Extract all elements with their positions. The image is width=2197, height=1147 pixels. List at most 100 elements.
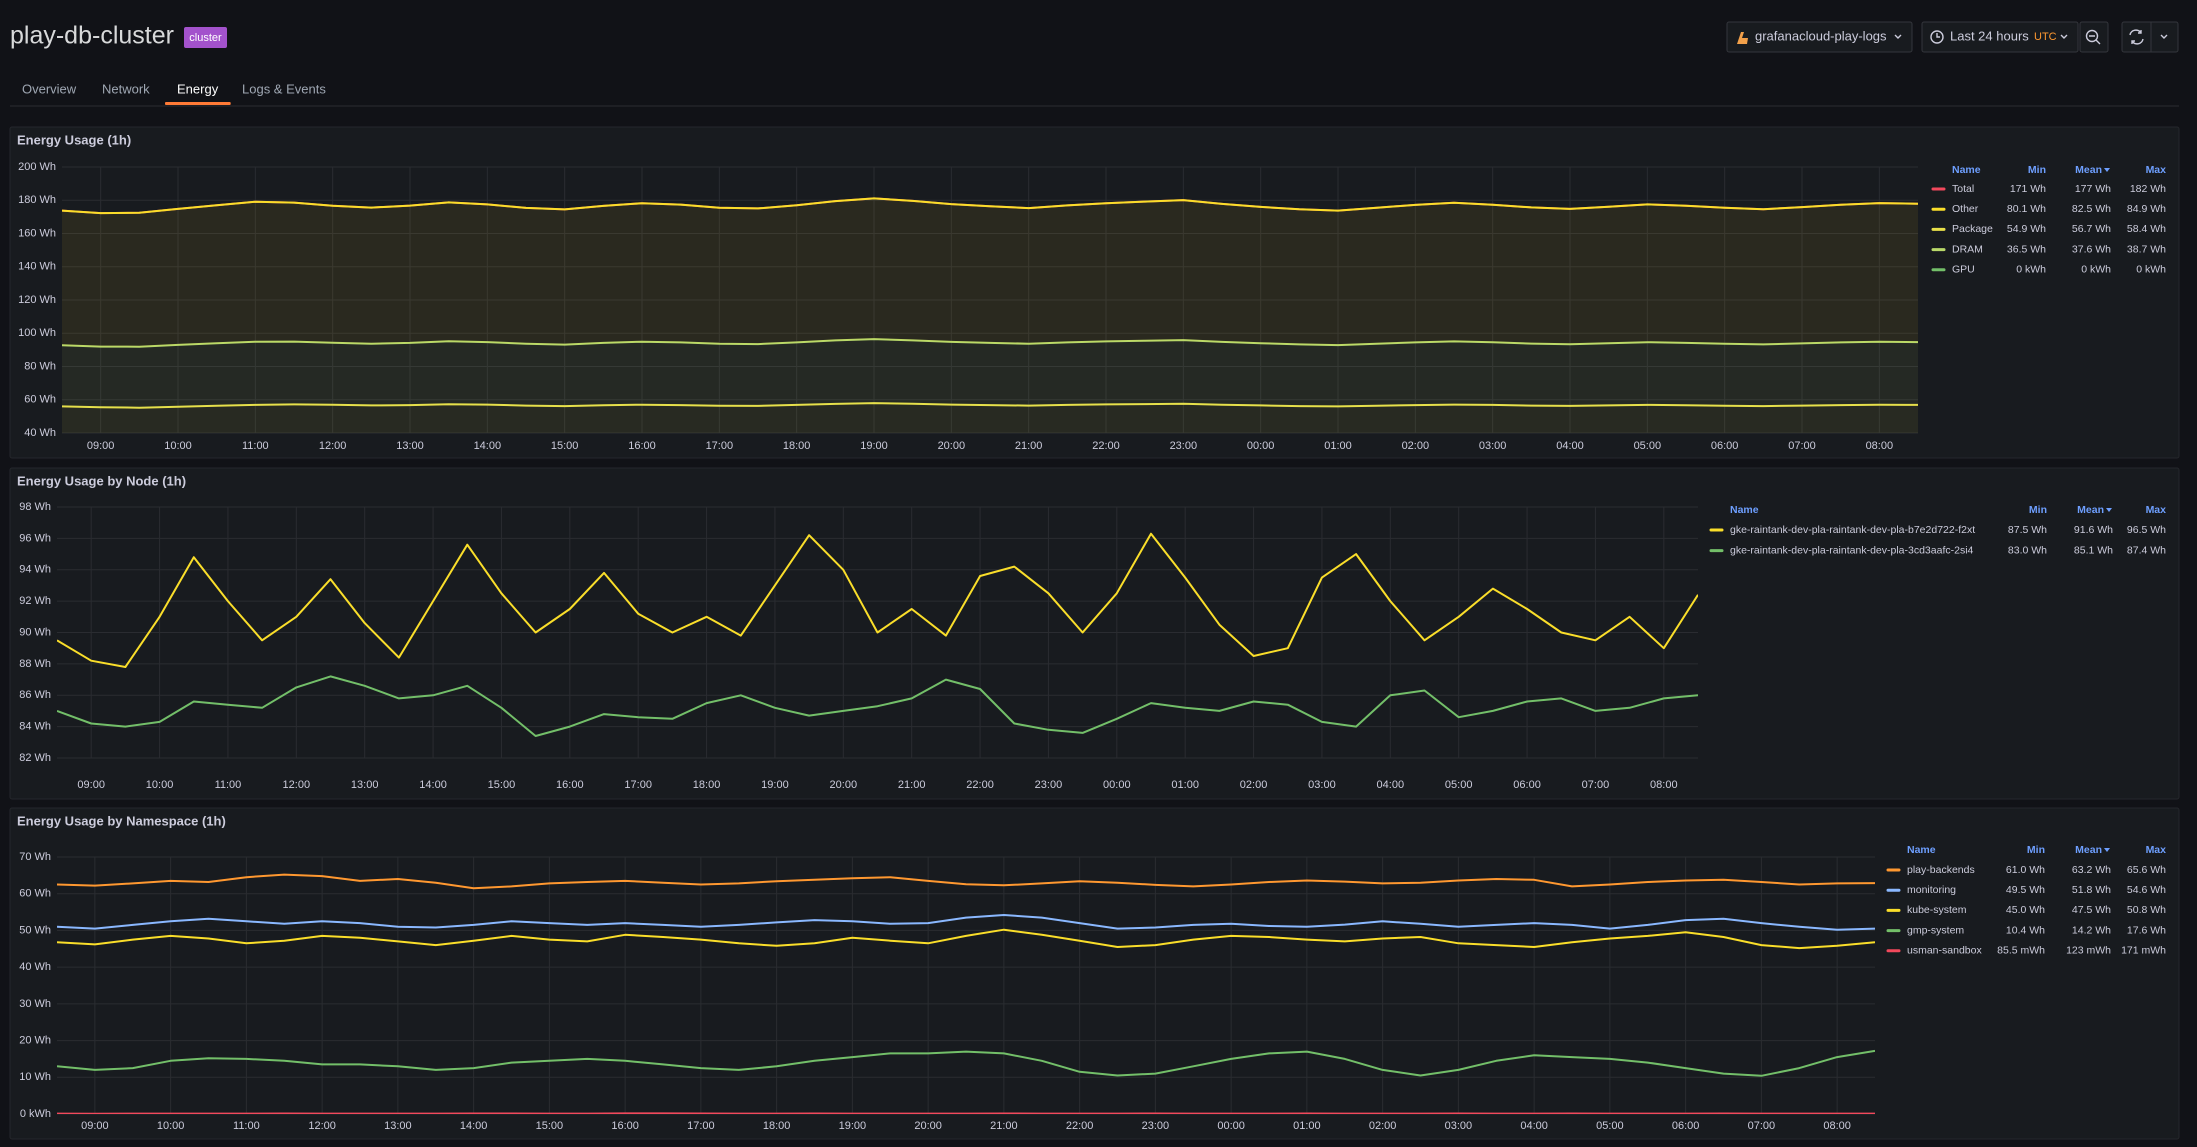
legend-name[interactable]: Total [1952, 183, 1974, 195]
zoom-icon-detail [2089, 35, 2101, 45]
picker-box[interactable] [1921, 21, 2079, 53]
legend-stat: 85.1 Wh [2074, 544, 2113, 556]
dashboard-title: play-db-cluster [10, 22, 174, 50]
legend-header[interactable]: Min [2029, 504, 2047, 516]
x-tick-label: 02:00 [1402, 440, 1430, 452]
x-tick-label: 15:00 [488, 779, 516, 791]
x-tick-label: 22:00 [966, 779, 994, 791]
tab-label[interactable]: Energy [177, 81, 219, 96]
tab-label[interactable]: Network [102, 81, 150, 96]
x-tick-label: 13:00 [396, 440, 424, 452]
legend-name[interactable]: usman-sandbox [1907, 945, 1982, 957]
y-tick-label: 94 Wh [19, 564, 51, 576]
legend-header[interactable]: Name [1730, 504, 1759, 516]
legend-stat: 171 mWh [2121, 945, 2166, 957]
legend-header[interactable]: Mean [2075, 164, 2102, 176]
legend-header[interactable]: Max [2146, 504, 2167, 516]
x-tick-label: 11:00 [233, 1120, 260, 1132]
legend-name[interactable]: GPU [1952, 264, 1975, 276]
x-tick-label: 04:00 [1520, 1120, 1548, 1132]
x-tick-label: 04:00 [1556, 440, 1584, 452]
x-tick-label: 05:00 [1596, 1120, 1624, 1132]
legend-stat: 49.5 Wh [2006, 884, 2045, 896]
legend-name[interactable]: kube-system [1907, 904, 1967, 916]
x-tick-label: 20:00 [830, 779, 858, 791]
legend-stat: 182 Wh [2130, 183, 2166, 195]
legend-stat: 61.0 Wh [2006, 864, 2045, 876]
button-box[interactable] [2121, 21, 2179, 53]
tab-label[interactable]: Overview [22, 81, 77, 96]
zoom-out-button[interactable] [2079, 21, 2109, 53]
legend-stat: 0 kWh [2081, 264, 2111, 276]
plot-area [62, 197, 1918, 433]
series-line [57, 532, 1698, 668]
legend-header[interactable]: Mean [2075, 844, 2102, 856]
y-tick-label: 90 Wh [19, 626, 51, 638]
legend-name[interactable]: Other [1952, 203, 1979, 215]
x-tick-label: 20:00 [914, 1120, 942, 1132]
x-tick-label: 16:00 [628, 440, 656, 452]
x-tick-label: 06:00 [1672, 1120, 1700, 1132]
series-line [57, 873, 1875, 890]
panel-title: Energy Usage (1h) [17, 132, 131, 147]
x-tick-label: 18:00 [783, 440, 811, 452]
x-tick-label: 23:00 [1035, 779, 1063, 791]
legend-name[interactable]: gmp-system [1907, 924, 1964, 936]
legend-stat: 84.9 Wh [2127, 203, 2166, 215]
picker-box[interactable] [1726, 21, 1913, 53]
x-tick-label: 01:00 [1324, 440, 1352, 452]
tag-badge[interactable] [184, 27, 227, 48]
series-area [62, 198, 1918, 347]
y-tick-label: 10 Wh [19, 1071, 51, 1083]
button-box[interactable] [2079, 21, 2109, 53]
y-tick-label: 82 Wh [19, 752, 51, 764]
legend-stat: 0 kWh [2016, 264, 2046, 276]
x-tick-label: 12:00 [308, 1120, 336, 1132]
x-tick-label: 21:00 [990, 1120, 1018, 1132]
y-tick-label: 20 Wh [19, 1034, 51, 1046]
legend-name[interactable]: gke-raintank-dev-pla-raintank-dev-pla-b7… [1730, 524, 1975, 536]
y-tick-label: 40 Wh [24, 427, 56, 439]
x-tick-label: 22:00 [1066, 1120, 1094, 1132]
tab-label[interactable]: Logs & Events [242, 81, 326, 96]
legend-name[interactable]: play-backends [1907, 864, 1975, 876]
legend-stat: 96.5 Wh [2127, 524, 2166, 536]
y-tick-label: 120 Wh [18, 294, 56, 306]
legend-name[interactable]: monitoring [1907, 884, 1956, 896]
y-tick-label: 100 Wh [18, 327, 56, 339]
legend-stat: 51.8 Wh [2072, 884, 2111, 896]
x-tick-label: 14:00 [419, 779, 447, 791]
legend-name[interactable]: gke-raintank-dev-pla-raintank-dev-pla-3c… [1730, 544, 1974, 556]
x-tick-label: 00:00 [1217, 1120, 1245, 1132]
x-tick-label: 13:00 [384, 1120, 412, 1132]
refresh-button[interactable] [2121, 21, 2179, 53]
y-tick-label: 30 Wh [19, 998, 51, 1010]
x-tick-label: 17:00 [706, 440, 734, 452]
legend-stat: 0 kWh [2136, 264, 2166, 276]
legend-header[interactable]: Min [2027, 844, 2045, 856]
legend-header[interactable]: Name [1907, 844, 1936, 856]
clock-hands [1936, 33, 1940, 38]
y-tick-label: 80 Wh [24, 360, 56, 372]
panel-title: Energy Usage by Namespace (1h) [17, 813, 226, 828]
x-tick-label: 13:00 [351, 779, 379, 791]
panel [9, 807, 2180, 1140]
legend-header[interactable]: Name [1952, 164, 1981, 176]
legend-header[interactable]: Min [2028, 164, 2046, 176]
series-line [57, 675, 1698, 737]
legend-header[interactable]: Max [2146, 164, 2167, 176]
legend-header[interactable]: Mean [2077, 504, 2104, 516]
series-area [62, 339, 1918, 408]
legend-stat: 171 Wh [2010, 183, 2046, 195]
legend-header[interactable]: Max [2146, 844, 2167, 856]
time-picker[interactable]: Last 24 hours UTC [1921, 21, 2079, 53]
datasource-picker[interactable]: grafanacloud-play-logs [1726, 21, 1913, 53]
legend-name[interactable]: DRAM [1952, 243, 1983, 255]
series-line [57, 1049, 1875, 1077]
chevron[interactable] [2160, 34, 2168, 39]
legend-name[interactable]: Package [1952, 223, 1993, 235]
plot-area [57, 532, 1698, 737]
legend-stat: 37.6 Wh [2072, 243, 2111, 255]
legend-stat: 63.2 Wh [2072, 864, 2111, 876]
